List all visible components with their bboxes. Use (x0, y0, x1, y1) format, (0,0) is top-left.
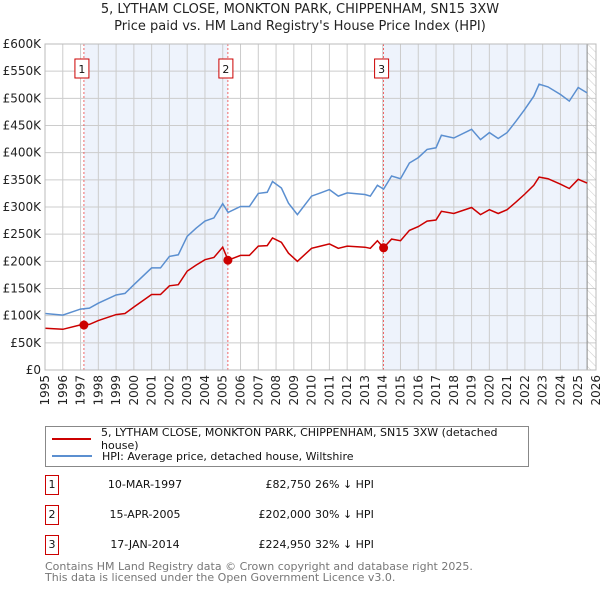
x-tick-label: 2000 (127, 375, 141, 406)
y-tick-label: £150K (3, 282, 43, 296)
sale-price: £82,750 (265, 478, 312, 491)
x-tick-label: 2005 (216, 375, 230, 406)
sale-hpi-diff: 26% ↓ HPI (315, 478, 374, 491)
series-line (44, 83, 588, 316)
sale-hpi-diff: 30% ↓ HPI (315, 508, 374, 521)
x-tick-label: 2009 (287, 375, 301, 406)
y-tick-label: £350K (3, 173, 43, 187)
sale-row: 2 15-APR-2005 £202,000 30% ↓ HPI (45, 505, 445, 525)
x-tick-label: 2023 (536, 375, 550, 406)
sale-label-number: 2 (222, 63, 229, 76)
legend-red-label: 5, LYTHAM CLOSE, MONKTON PARK, CHIPPENHA… (101, 426, 498, 452)
sale-badge: 2 (45, 505, 59, 525)
sale-date: 15-APR-2005 (109, 508, 181, 521)
y-tick-label: £450K (3, 119, 43, 133)
sale-date: 10-MAR-1997 (107, 478, 183, 491)
price-chart: £0 £50K £100K £150K £200K £250K £300K £350K £400… (3, 37, 600, 406)
legend: 5, LYTHAM CLOSE, MONKTON PARK, CHIPPENHA… (45, 426, 529, 467)
x-tick-label: 2026 (589, 375, 600, 406)
legend-red-swatch (52, 438, 92, 440)
sale-row: 3 17-JAN-2014 £224,950 32% ↓ HPI (45, 535, 445, 555)
sale-label-box (218, 58, 234, 79)
x-tick-label: 2025 (571, 375, 585, 406)
sale-row: 1 10-MAR-1997 £82,750 26% ↓ HPI (45, 475, 445, 495)
sale-point (79, 320, 89, 330)
x-tick-label: 2007 (251, 375, 265, 406)
x-tick-label: 2019 (465, 375, 479, 406)
x-tick-label: 2024 (553, 375, 567, 406)
series-line (44, 176, 588, 331)
x-tick-label: 2018 (447, 375, 461, 406)
chart-subtitle: Price paid vs. HM Land Registry's House … (114, 19, 486, 34)
x-tick-label: 2013 (358, 375, 372, 406)
y-tick-label: £0 (26, 363, 41, 377)
sale-price: £224,950 (258, 538, 312, 551)
y-tick-label: £600K (3, 37, 43, 51)
x-tick-label: 1997 (74, 375, 88, 406)
x-tick-label: 2004 (198, 375, 212, 406)
sale-badge: 1 (45, 475, 59, 495)
footer-licence: This data is licensed under the Open Gov… (45, 571, 396, 584)
y-tick-label: £250K (3, 227, 43, 241)
sale-label-box (74, 58, 90, 79)
sale-point (223, 255, 233, 265)
footer-copyright: Contains HM Land Registry data © Crown c… (45, 560, 473, 573)
sale-label-box (374, 58, 390, 79)
x-tick-label: 2021 (500, 375, 514, 406)
x-tick-label: 2010 (305, 375, 319, 406)
y-tick-label: £200K (3, 254, 43, 268)
x-tick-label: 1998 (91, 375, 105, 406)
x-tick-label: 2017 (429, 375, 443, 406)
x-tick-label: 2014 (376, 375, 390, 406)
x-tick-label: 2011 (322, 375, 336, 406)
y-tick-label: £100K (3, 309, 43, 323)
x-tick-label: 2001 (145, 375, 159, 406)
y-tick-label: £300K (3, 200, 43, 214)
legend-blue-label: HPI: Average price, detached house, Wilt… (102, 449, 354, 463)
x-tick-label: 2016 (411, 375, 425, 406)
sale-price: £202,000 (258, 508, 312, 521)
legend-blue-swatch (52, 455, 92, 457)
y-tick-label: £400K (3, 146, 43, 160)
x-tick-label: 2002 (162, 375, 176, 406)
sale-point (379, 243, 389, 253)
sale-label-number: 3 (378, 63, 385, 76)
x-tick-label: 2020 (482, 375, 496, 406)
x-tick-label: 2008 (269, 375, 283, 406)
sale-hpi-diff: 32% ↓ HPI (315, 538, 374, 551)
chart-title: 5, LYTHAM CLOSE, MONKTON PARK, CHIPPENHA… (100, 2, 500, 17)
x-tick-label: 1995 (38, 375, 52, 406)
plot-border (44, 43, 597, 371)
x-tick-label: 2006 (234, 375, 248, 406)
sale-label-number: 1 (78, 63, 85, 76)
x-tick-label: 2012 (340, 375, 354, 406)
y-tick-label: £500K (3, 91, 43, 105)
x-tick-label: 1999 (109, 375, 123, 406)
y-tick-label: £550K (3, 64, 43, 78)
y-tick-label: £50K (10, 336, 42, 350)
x-tick-label: 2015 (393, 375, 407, 406)
sale-date: 17-JAN-2014 (110, 538, 180, 551)
x-tick-label: 2022 (518, 375, 532, 406)
sale-badge: 3 (45, 535, 59, 555)
x-tick-label: 2003 (180, 375, 194, 406)
x-tick-label: 1996 (56, 375, 70, 406)
